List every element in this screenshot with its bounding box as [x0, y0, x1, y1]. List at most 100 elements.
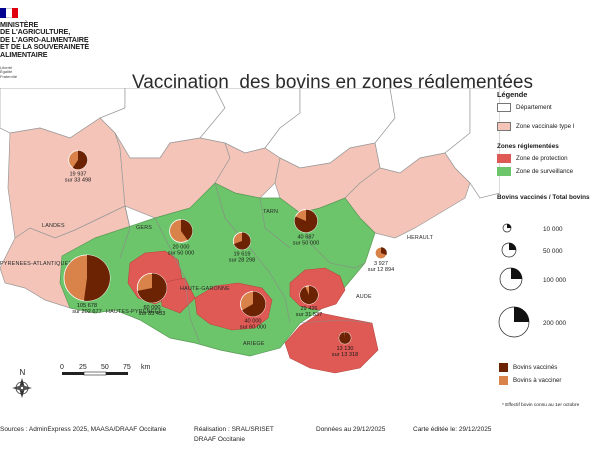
tarn-et-garonne-area [214, 142, 281, 199]
label-herault: HERAULT [407, 235, 434, 241]
label-pyrenees-atlantiques: PYRENEES-ATLANTIQUES [0, 261, 72, 267]
legend-item-departement: Département [497, 103, 552, 112]
department-border [214, 182, 291, 324]
legend-title: Légende [497, 90, 528, 99]
pie-vaccinated-label: 29 426 [300, 306, 317, 312]
legend-swatch [497, 122, 511, 131]
ministry-line: ET DE LA SOUVERAINETÉ [0, 42, 90, 52]
pie-vaccinated-slice [339, 332, 351, 344]
pie-vaccinated-slice [233, 232, 251, 250]
legend-label: Département [516, 104, 552, 111]
pie-vaccinated-label: 13 130 [336, 346, 353, 352]
footer-draaf: DRAAF Occitanie [194, 436, 245, 443]
map-footer: Sources : AdminExpress 2025, MAASA/DRAAF… [0, 420, 598, 455]
republic-motto: Liberté Égalité Fraternité [0, 65, 18, 79]
pie-vaccinated-label: 19 619 [233, 252, 250, 258]
neighbouring-departments [0, 88, 500, 199]
legend-size-label: 10 000 [543, 226, 563, 233]
legend-item-zone-protection: Zone de protection [497, 154, 568, 163]
legend-label: Bovins vaccinés [513, 364, 558, 371]
pie-vaccinated-label: 19 937 [69, 171, 86, 177]
pie-total-label: sur 60 000 [240, 325, 266, 331]
scale-tick: 25 [79, 364, 87, 371]
label-gers: GERS [136, 225, 152, 231]
legend-subtitle: Zones réglementées [497, 143, 559, 150]
pie-total-label: sur 83 453 [139, 311, 165, 317]
department-border [259, 197, 291, 249]
legend-item-zone-surveillance: Zone de surveillance [497, 167, 573, 176]
department-border [154, 217, 201, 344]
ministry-line: ALIMENTAIRE [0, 49, 48, 59]
legend-swatch [499, 363, 508, 372]
footer-donnees: Données au 29/12/2025 [316, 426, 386, 433]
pie-vaccinated-slice [299, 285, 319, 305]
legend-size-200000: 200 000 [498, 306, 567, 338]
legend-swatch [497, 154, 511, 163]
legend-size-100000: 100 000 [499, 267, 567, 291]
label-tarn: TARN [263, 209, 278, 215]
scale-unit: km [141, 364, 151, 371]
legend-swatch [499, 376, 508, 385]
footer-carte: Carte éditée le: 29/12/2025 [413, 426, 492, 433]
legend-size-label: 50 000 [543, 248, 563, 255]
legend-label: Zone de surveillance [516, 168, 574, 175]
pie-vaccinated-slice [381, 247, 387, 255]
legend-size-10000: 10 000 [502, 223, 563, 233]
footer-realisation: Réalisation : SRAL/SRISET [194, 426, 274, 433]
legend-subtitle: Bovins vaccinés / Total bovins [497, 194, 590, 201]
legend-label: Zone vaccinale type I [516, 123, 575, 130]
legend-swatch [497, 167, 511, 176]
legend-swatch [497, 103, 511, 112]
french-flag-icon [0, 8, 18, 18]
legend-label: Bovins à vacciner [513, 377, 562, 384]
legend-item-zone-vaccinale: Zone vaccinale type I [497, 122, 574, 131]
legend-label: Zone de protection [516, 155, 568, 162]
pie-vaccinated-label: 60 000 [143, 305, 160, 311]
legend-note: * Effectif bovin connu au 1er octobre [502, 403, 580, 408]
motto-line: Fraternité [0, 73, 18, 79]
pie-vaccinated-slice [181, 219, 193, 241]
department-border [299, 319, 373, 324]
pie-total-label: sur 202 677 [72, 309, 102, 315]
legend-size-symbols: 10 000 50 000 100 000 200 000 [498, 223, 567, 338]
legend-size-label: 200 000 [543, 320, 567, 327]
pie-total-label: sur 50 000 [168, 250, 194, 256]
ministry-line: MINISTÈRE [0, 20, 39, 29]
label-aude: AUDE [356, 294, 372, 300]
pie-vaccinated-label: 40 687 [297, 234, 314, 240]
department-border [119, 205, 131, 259]
scale-tick: 0 [60, 364, 64, 371]
north-arrow-icon: N [12, 368, 32, 398]
pie-vaccinated-label: 40 000 [244, 319, 261, 325]
pie-vaccinated-slice [294, 209, 318, 233]
pie-vaccinated-label: 20 000 [172, 244, 189, 250]
department-border [299, 212, 366, 269]
pie-vaccinated-label: 105 678 [77, 303, 97, 309]
motto-line: Liberté [0, 65, 13, 70]
department-labels: LANDES GERS TARN HERAULT PYRENEES-ATLANT… [0, 209, 434, 347]
map-legend: Légende Département Zone vaccinale type … [497, 90, 598, 420]
pie-vaccinated-slice [137, 273, 167, 303]
ministry-line: DE L'AGRICULTURE, [0, 27, 71, 37]
ministry-line: DE L'AGRO-ALIMENTAIRE [0, 34, 89, 44]
scale-bar: 0 25 50 75 km [60, 364, 151, 376]
footer-sources: Sources : AdminExpress 2025, MAASA/DRAAF… [0, 426, 167, 433]
label-ariege: ARIEGE [243, 341, 265, 347]
ministry-name: MINISTÈRE DE L'AGRICULTURE, DE L'AGRO-AL… [0, 21, 89, 58]
legend-size-label: 100 000 [543, 277, 567, 284]
pie-total-label: sur 13 318 [332, 352, 358, 358]
pie-vaccinated-slice [72, 150, 88, 170]
pie-vaccinated-slice [242, 291, 266, 317]
ministry-logo: MINISTÈRE DE L'AGRICULTURE, DE L'AGRO-AL… [0, 6, 90, 79]
